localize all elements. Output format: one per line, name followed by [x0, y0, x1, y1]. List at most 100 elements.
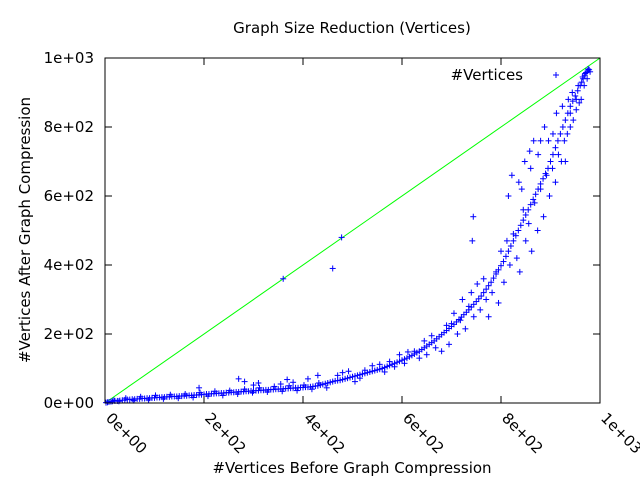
- data-point: [502, 253, 509, 260]
- data-point: [493, 268, 500, 275]
- data-point: [351, 378, 358, 385]
- data-point: [329, 265, 336, 272]
- data-point: [547, 158, 554, 165]
- data-point: [421, 337, 428, 344]
- data-point: [280, 275, 287, 282]
- data-point: [562, 117, 569, 124]
- data-point: [175, 395, 182, 402]
- data-point: [573, 106, 580, 113]
- data-point: [416, 355, 423, 362]
- reference-line-y-equals-x: [104, 57, 601, 404]
- data-point: [401, 360, 408, 367]
- plot-area: [104, 57, 601, 404]
- data-point: [505, 193, 512, 199]
- data-point: [376, 361, 383, 368]
- data-point: [581, 82, 588, 89]
- data-point: [323, 384, 330, 391]
- data-point: [576, 99, 583, 106]
- data-point: [582, 70, 589, 77]
- data-point: [503, 237, 510, 244]
- legend-marker: [553, 72, 559, 78]
- data-point: [559, 124, 566, 130]
- data-point: [443, 322, 450, 329]
- data-point: [554, 137, 561, 144]
- data-point: [197, 389, 204, 396]
- data-point: [315, 379, 322, 386]
- data-point: [575, 82, 582, 89]
- data-point: [495, 299, 502, 306]
- data-point: [520, 206, 527, 213]
- data-point: [500, 258, 507, 265]
- data-point: [579, 73, 586, 80]
- data-point: [528, 248, 535, 255]
- data-point: [226, 387, 233, 394]
- x-tick-label: 1e+03: [597, 409, 640, 457]
- data-point: [559, 103, 566, 110]
- data-point: [391, 363, 398, 370]
- data-point: [510, 230, 517, 237]
- data-point: [500, 279, 507, 286]
- x-tick-label: 6e+02: [399, 409, 447, 457]
- chart-title: Graph Size Reduction (Vertices): [233, 19, 471, 37]
- data-point: [553, 110, 560, 117]
- data-point: [540, 175, 547, 182]
- data-point: [256, 384, 263, 391]
- data-point: [182, 391, 189, 398]
- data-point: [145, 396, 152, 403]
- data-point: [572, 92, 579, 99]
- data-point: [284, 376, 291, 383]
- data-point: [518, 186, 525, 193]
- data-point: [304, 375, 311, 382]
- data-point: [587, 68, 594, 75]
- data-point: [537, 180, 544, 187]
- data-point: [545, 137, 552, 144]
- data-point: [522, 237, 529, 244]
- y-tick-label: 0e+00: [44, 394, 94, 412]
- data-point: [250, 382, 257, 389]
- data-point: [338, 234, 345, 241]
- data-point: [290, 379, 297, 386]
- data-point: [381, 368, 388, 375]
- data-point: [469, 237, 476, 244]
- data-point: [485, 313, 492, 320]
- data-point: [530, 196, 537, 203]
- data-point: [423, 351, 430, 358]
- data-point: [300, 382, 307, 389]
- data-point: [404, 348, 411, 355]
- data-point: [507, 243, 514, 250]
- data-point: [488, 279, 495, 286]
- data-point: [190, 394, 197, 401]
- data-point: [459, 296, 466, 303]
- data-point: [516, 268, 523, 275]
- data-point: [562, 158, 569, 165]
- data-point: [264, 388, 271, 395]
- data-point: [527, 165, 534, 172]
- data-point: [546, 193, 553, 199]
- data-point: [527, 201, 534, 208]
- data-point: [255, 379, 262, 386]
- data-point: [386, 358, 393, 365]
- data-point: [480, 275, 487, 282]
- data-point: [271, 383, 278, 390]
- data-point: [522, 211, 529, 218]
- data-point: [540, 213, 547, 220]
- data-point: [498, 248, 504, 255]
- data-point: [110, 397, 117, 404]
- data-point: [530, 137, 537, 144]
- data-points: [102, 66, 594, 406]
- x-tick-label: 0e+00: [102, 409, 150, 457]
- y-tick-label: 2e+02: [44, 325, 94, 343]
- data-point: [510, 237, 517, 244]
- data-point: [454, 331, 461, 337]
- plot-frame: [104, 57, 601, 404]
- data-point: [204, 393, 211, 400]
- data-point: [567, 103, 574, 110]
- data-point: [477, 306, 484, 313]
- legend: #Vertices: [451, 66, 559, 84]
- data-point: [474, 280, 481, 287]
- data-point: [137, 393, 144, 400]
- data-point: [534, 227, 541, 234]
- data-point: [277, 381, 284, 388]
- data-point: [574, 87, 581, 94]
- data-point: [219, 392, 226, 399]
